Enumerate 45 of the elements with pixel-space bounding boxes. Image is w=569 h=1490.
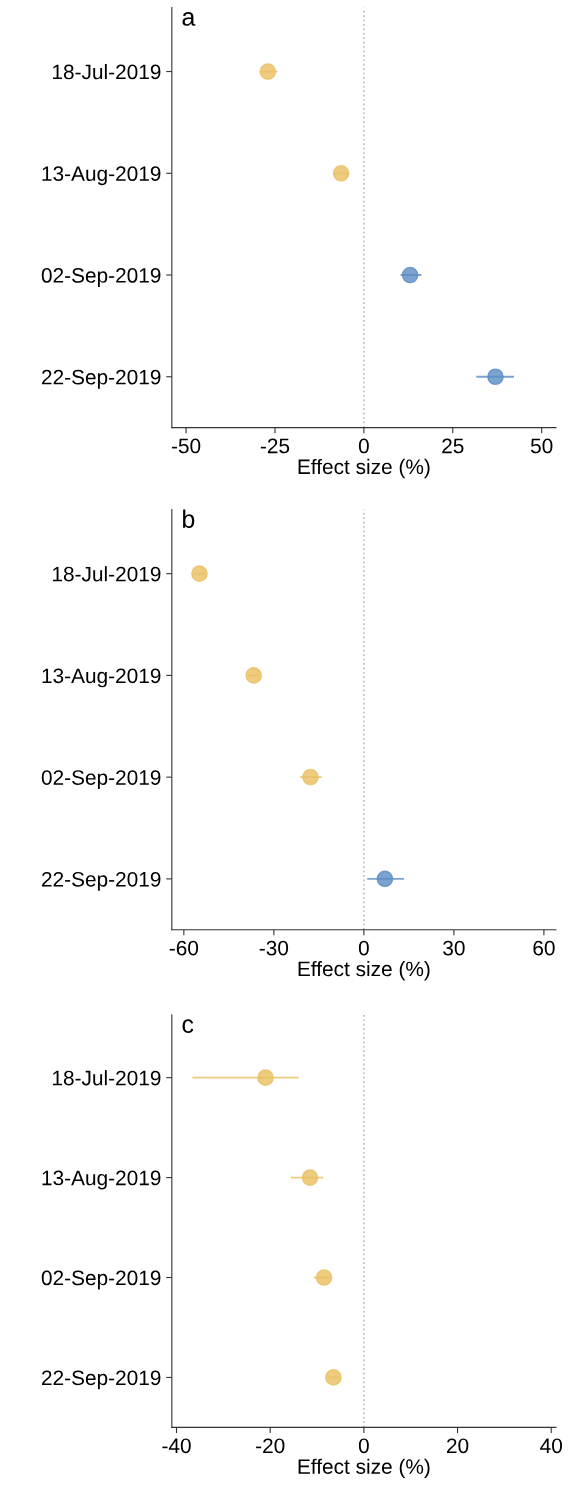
x-tick-label: -40 bbox=[162, 1438, 191, 1454]
point bbox=[325, 1369, 342, 1386]
x-axis-title: Effect size (%) bbox=[298, 960, 430, 981]
y-tick-label: 22-Sep-2019 bbox=[42, 369, 161, 389]
y-tick-label: 22-Sep-2019 bbox=[42, 871, 161, 891]
point bbox=[332, 164, 350, 182]
y-tick-label: 22-Sep-2019 bbox=[42, 1370, 161, 1390]
y-tick-label: 18-Jul-2019 bbox=[52, 64, 161, 80]
x-tick-label: 25 bbox=[442, 438, 464, 454]
x-axis-title: Effect size (%) bbox=[298, 458, 430, 479]
x-tick-label: 60 bbox=[533, 940, 555, 956]
chart-title: b bbox=[183, 509, 195, 528]
y-tick-label: 13-Aug-2019 bbox=[42, 166, 161, 186]
point bbox=[302, 768, 319, 786]
x-tick-label: 0 bbox=[358, 940, 369, 956]
x-tick-label: 0 bbox=[358, 1438, 369, 1454]
x-tick-label: -50 bbox=[171, 438, 201, 454]
x-tick-label: 20 bbox=[447, 1438, 469, 1454]
x-tick-label: 0 bbox=[358, 438, 369, 454]
y-tick-label: 18-Jul-2019 bbox=[52, 566, 161, 582]
point bbox=[401, 266, 419, 284]
x-tick-label: -30 bbox=[259, 940, 289, 956]
x-axis-title: Effect size (%) bbox=[298, 1458, 430, 1479]
chart-title: c bbox=[182, 1019, 194, 1034]
point bbox=[487, 368, 504, 386]
y-tick-label: 02-Sep-2019 bbox=[41, 770, 161, 790]
point bbox=[245, 667, 263, 684]
point bbox=[301, 1169, 319, 1186]
chart-title: a bbox=[182, 12, 196, 26]
x-tick-label: -60 bbox=[169, 940, 199, 956]
point bbox=[259, 63, 277, 80]
point bbox=[191, 565, 208, 583]
y-tick-label: 13-Aug-2019 bbox=[42, 1170, 161, 1190]
point bbox=[257, 1069, 274, 1086]
x-tick-label: 50 bbox=[530, 438, 553, 454]
point bbox=[376, 870, 394, 888]
x-tick-label: 30 bbox=[443, 940, 465, 956]
y-tick-label: 02-Sep-2019 bbox=[41, 268, 161, 287]
x-tick-label: 40 bbox=[540, 1438, 562, 1454]
x-tick-label: -25 bbox=[260, 438, 290, 454]
y-tick-label: 18-Jul-2019 bbox=[52, 1070, 161, 1086]
point bbox=[315, 1269, 333, 1286]
x-tick-label: -20 bbox=[256, 1438, 285, 1454]
y-tick-label: 02-Sep-2019 bbox=[41, 1270, 161, 1290]
y-tick-label: 13-Aug-2019 bbox=[42, 668, 161, 688]
